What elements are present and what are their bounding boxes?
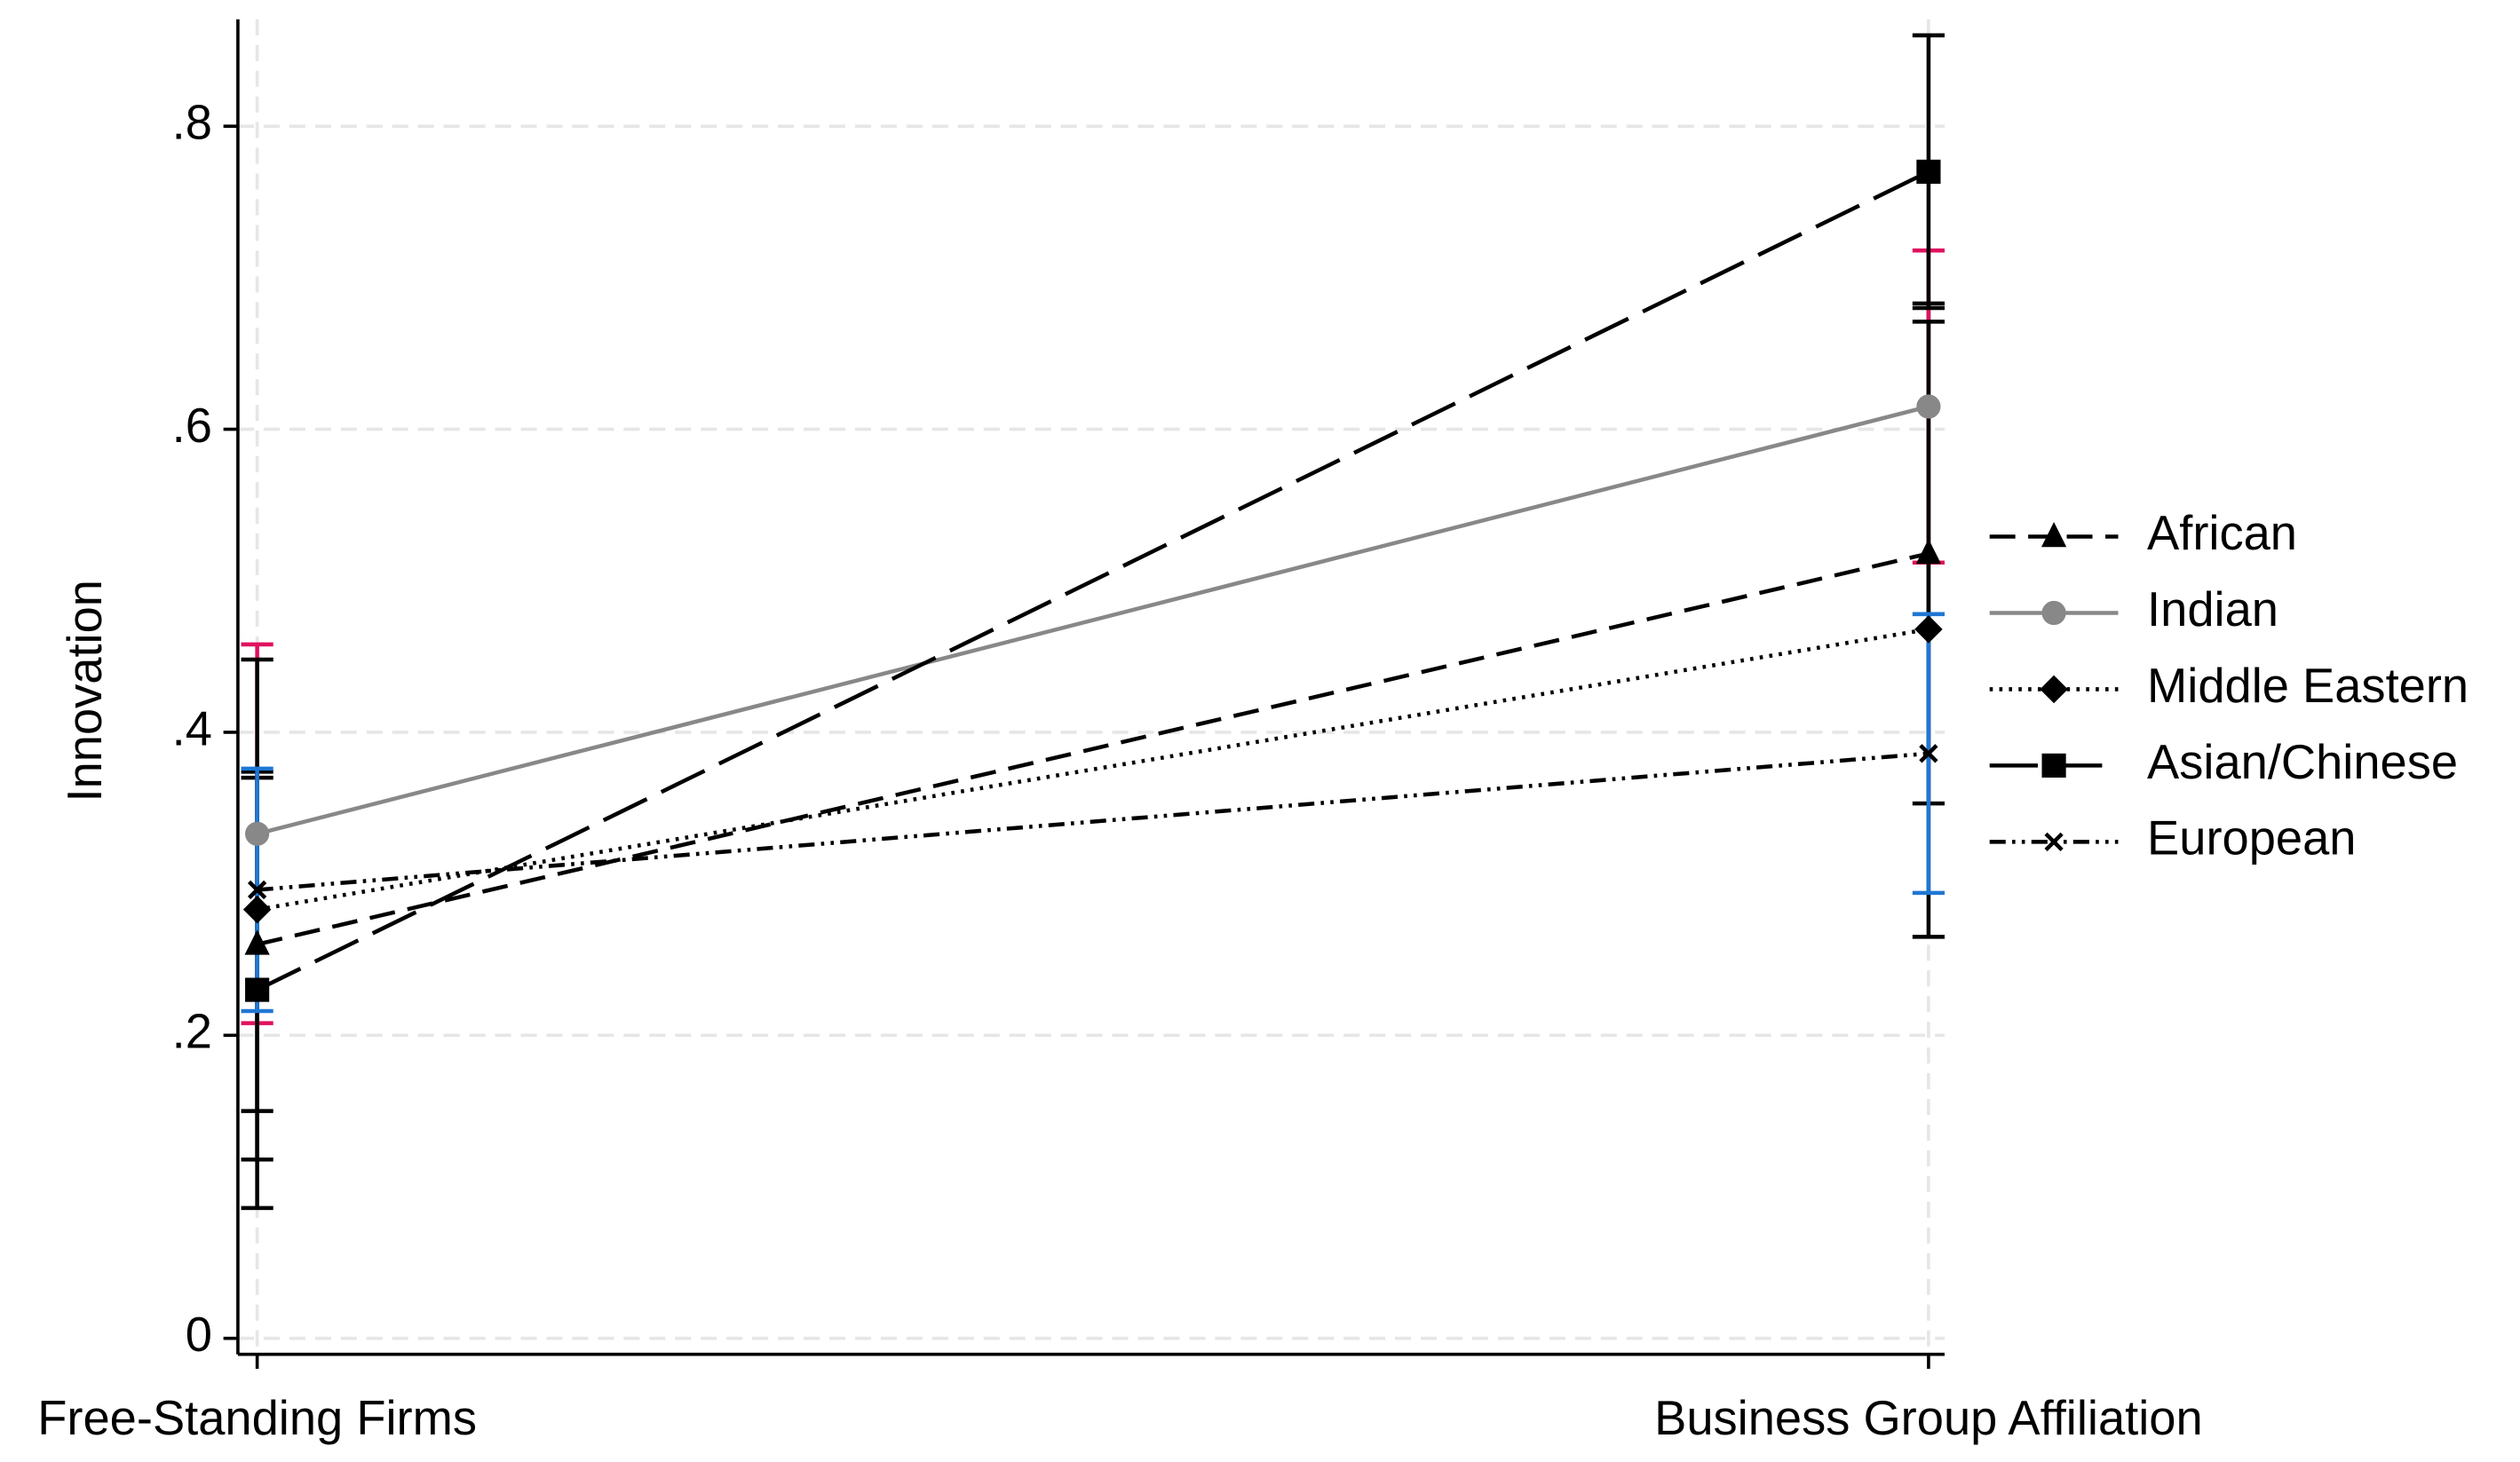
marker	[1914, 615, 1943, 644]
y-tick-label: 0	[186, 1308, 212, 1362]
x-tick-label: Business Group Affiliation	[1654, 1391, 2203, 1445]
legend-label: Indian	[2147, 582, 2278, 636]
legend-label: European	[2147, 811, 2356, 865]
marker	[247, 880, 267, 900]
marker	[2040, 675, 2068, 704]
series-line	[256, 170, 1930, 992]
legend-label: Middle Eastern	[2147, 659, 2468, 713]
marker	[245, 977, 270, 1002]
marker	[2041, 522, 2067, 548]
marker	[1915, 539, 1942, 565]
marker	[2041, 753, 2066, 778]
legend: African Indian Middle Eastern Asian/Chinese…	[1989, 506, 2468, 865]
series-line	[257, 404, 1930, 836]
y-tick-label: .2	[172, 1005, 212, 1059]
y-tick-label: .4	[172, 701, 212, 755]
series-line	[257, 751, 1930, 892]
legend-label: African	[2147, 506, 2297, 560]
y-tick-label: .6	[172, 399, 212, 453]
legend-label: Asian/Chinese	[2147, 735, 2458, 789]
marker	[244, 929, 270, 955]
y-tick-label: .8	[172, 96, 212, 150]
marker	[2041, 600, 2066, 626]
series-line	[257, 551, 1930, 947]
marker	[1916, 394, 1941, 419]
x-tick-label: Free-Standing Firms	[37, 1391, 477, 1445]
marker	[245, 821, 270, 846]
marker	[1919, 744, 1938, 763]
series-line	[257, 627, 1930, 912]
marker	[242, 895, 272, 924]
marker	[1916, 159, 1941, 185]
marker	[2044, 832, 2064, 852]
y-axis-label: Innovation	[58, 580, 112, 802]
